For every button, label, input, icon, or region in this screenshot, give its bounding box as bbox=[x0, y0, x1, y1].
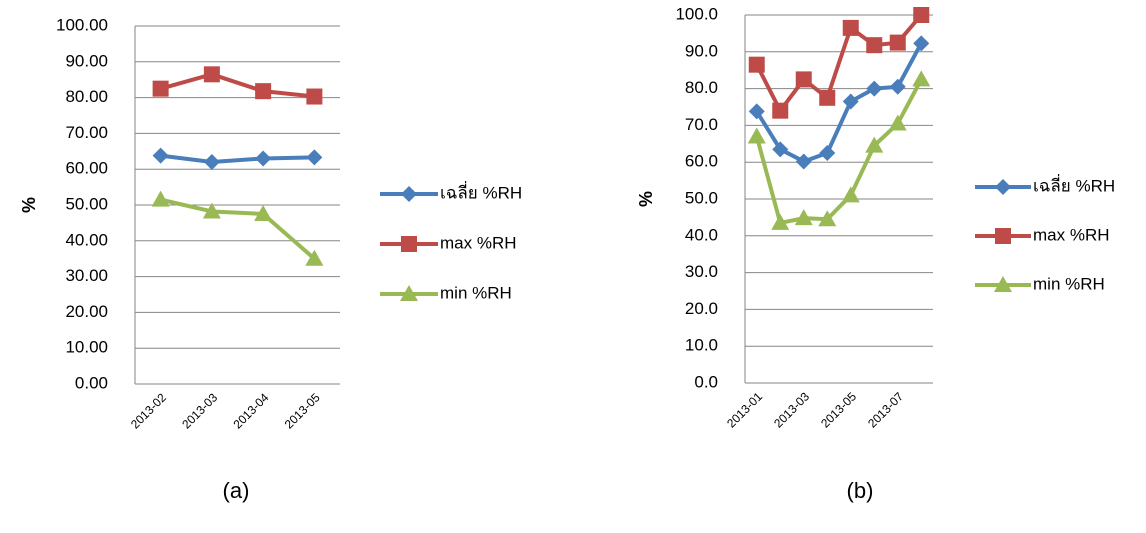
y-tick-label: 100.0 bbox=[675, 4, 718, 23]
marker bbox=[795, 71, 812, 88]
y-tick-label: 50.0 bbox=[685, 188, 718, 207]
x-tick-label: 2013-05 bbox=[282, 390, 323, 431]
legend-label: เฉลี่ย %RH bbox=[440, 180, 522, 202]
legend-label: max %RH bbox=[1033, 225, 1110, 244]
marker bbox=[841, 186, 860, 203]
marker bbox=[842, 93, 859, 110]
y-axis-title: % bbox=[636, 191, 656, 207]
marker bbox=[305, 249, 324, 266]
marker bbox=[306, 88, 323, 105]
marker bbox=[306, 149, 323, 166]
marker bbox=[913, 7, 930, 23]
marker bbox=[255, 83, 272, 100]
chart-caption: (b) bbox=[847, 478, 874, 503]
y-tick-label: 70.00 bbox=[65, 123, 108, 142]
marker bbox=[994, 276, 1012, 292]
marker bbox=[152, 80, 169, 97]
y-tick-label: 60.00 bbox=[65, 159, 108, 178]
marker bbox=[255, 150, 272, 167]
marker bbox=[818, 210, 837, 227]
marker bbox=[889, 78, 906, 95]
marker bbox=[748, 103, 765, 120]
marker bbox=[794, 209, 813, 226]
y-tick-label: 50.00 bbox=[65, 194, 108, 213]
marker bbox=[202, 202, 221, 219]
marker bbox=[401, 236, 417, 252]
marker bbox=[747, 127, 766, 144]
y-tick-label: 60.0 bbox=[685, 152, 718, 171]
marker bbox=[912, 70, 931, 87]
marker bbox=[866, 37, 883, 54]
x-tick-label: 2013-01 bbox=[724, 389, 765, 430]
marker bbox=[913, 35, 930, 52]
marker bbox=[401, 186, 417, 202]
y-tick-label: 10.0 bbox=[685, 336, 718, 355]
y-tick-label: 30.0 bbox=[685, 262, 718, 281]
marker bbox=[866, 80, 883, 97]
y-tick-label: 40.00 bbox=[65, 230, 108, 249]
marker bbox=[203, 66, 220, 83]
x-tick-label: 2013-04 bbox=[230, 390, 271, 431]
marker bbox=[748, 56, 765, 73]
series-line bbox=[160, 153, 315, 165]
marker bbox=[771, 213, 790, 230]
chart-caption: (a) bbox=[223, 478, 250, 503]
x-tick-label: 2013-07 bbox=[865, 389, 906, 430]
marker bbox=[400, 285, 418, 301]
marker bbox=[152, 147, 169, 164]
marker bbox=[203, 154, 220, 171]
legend-label: เฉลี่ย %RH bbox=[1033, 173, 1115, 195]
y-tick-label: 40.0 bbox=[685, 225, 718, 244]
legend-label: min %RH bbox=[440, 283, 512, 302]
marker bbox=[772, 102, 789, 119]
x-tick-label: 2013-05 bbox=[818, 389, 859, 430]
y-tick-label: 80.00 bbox=[65, 87, 108, 106]
x-tick-label: 2013-03 bbox=[771, 389, 812, 430]
legend-label: min %RH bbox=[1033, 274, 1105, 293]
marker bbox=[865, 136, 884, 153]
marker bbox=[995, 179, 1011, 195]
series-line bbox=[754, 13, 923, 113]
y-tick-label: 90.00 bbox=[65, 51, 108, 70]
x-tick-label: 2013-03 bbox=[179, 390, 220, 431]
y-tick-label: 20.00 bbox=[65, 302, 108, 321]
marker bbox=[888, 114, 907, 131]
marker bbox=[819, 145, 836, 161]
series-line bbox=[160, 197, 316, 261]
x-tick-label: 2013-02 bbox=[128, 390, 169, 431]
y-tick-label: 70.0 bbox=[685, 115, 718, 134]
marker bbox=[995, 228, 1011, 244]
marker bbox=[772, 141, 789, 158]
y-tick-label: 0.00 bbox=[75, 373, 108, 392]
y-axis-title: % bbox=[19, 197, 39, 213]
y-tick-label: 100.00 bbox=[56, 15, 108, 34]
y-tick-label: 0.0 bbox=[694, 372, 718, 391]
marker bbox=[842, 19, 859, 36]
marker bbox=[151, 190, 170, 207]
marker bbox=[795, 153, 812, 170]
y-tick-label: 30.00 bbox=[65, 266, 108, 285]
marker bbox=[889, 34, 906, 51]
legend-label: max %RH bbox=[440, 233, 517, 252]
series-line bbox=[160, 72, 315, 99]
y-tick-label: 10.00 bbox=[65, 338, 108, 357]
y-tick-label: 80.0 bbox=[685, 78, 718, 97]
y-tick-label: 90.0 bbox=[685, 41, 718, 60]
marker bbox=[819, 89, 836, 106]
marker bbox=[254, 204, 273, 221]
y-tick-label: 20.0 bbox=[685, 299, 718, 318]
